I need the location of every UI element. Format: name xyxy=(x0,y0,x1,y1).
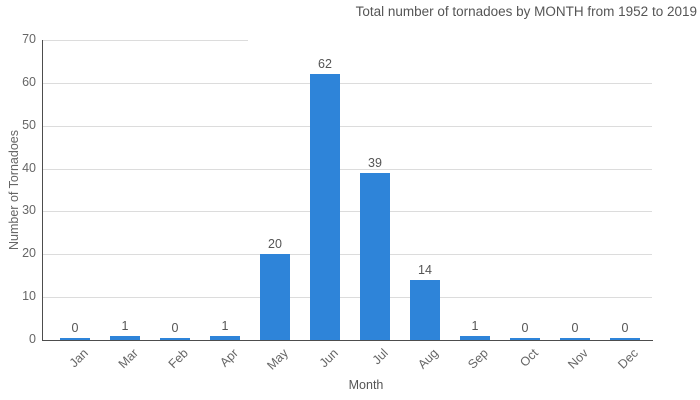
bar-value-label-feb: 0 xyxy=(171,320,179,335)
bar-value-label-apr: 1 xyxy=(221,318,229,333)
chart-title: Total number of tornadoes by MONTH from … xyxy=(355,4,697,19)
bar-may xyxy=(260,254,290,340)
gridline-y-50 xyxy=(43,126,652,127)
y-tick-label-70: 70 xyxy=(22,32,36,46)
gridline-y-10 xyxy=(43,297,652,298)
bar-oct xyxy=(510,337,540,340)
y-tick-label-50: 50 xyxy=(22,118,36,132)
x-axis-title: Month xyxy=(348,378,384,392)
bar-value-label-may: 20 xyxy=(268,237,282,252)
bar-feb xyxy=(160,337,190,340)
y-axis-line xyxy=(42,40,43,341)
y-axis-title: Number of Tornadoes xyxy=(7,130,21,250)
bar-value-label-jun: 62 xyxy=(318,57,332,72)
bar-value-label-oct: 0 xyxy=(521,320,529,335)
gridline-y-60 xyxy=(43,83,652,84)
y-tick-label-60: 60 xyxy=(22,75,36,89)
bar-value-label-mar: 1 xyxy=(121,318,129,333)
y-tick-label-40: 40 xyxy=(22,161,36,175)
bar-jun xyxy=(310,74,340,340)
bar-value-label-jul: 39 xyxy=(368,155,382,170)
gridline-y-70 xyxy=(43,40,248,41)
x-axis-line xyxy=(42,340,653,341)
bar-value-label-sep: 1 xyxy=(471,318,479,333)
bar-value-label-nov: 0 xyxy=(571,320,579,335)
bar-dec xyxy=(610,337,640,340)
bar-jul xyxy=(360,172,390,340)
bar-value-label-dec: 0 xyxy=(621,320,629,335)
y-tick-label-0: 0 xyxy=(29,332,36,346)
y-tick-label-10: 10 xyxy=(22,289,36,303)
gridline-y-20 xyxy=(43,254,652,255)
bar-apr xyxy=(210,335,240,340)
bar-sep xyxy=(460,335,490,340)
bar-value-label-jan: 0 xyxy=(71,320,79,335)
x-tick-label-jan: Jan xyxy=(66,346,91,371)
y-tick-label-30: 30 xyxy=(22,203,36,217)
bar-aug xyxy=(410,280,440,340)
y-tick-label-20: 20 xyxy=(22,246,36,260)
bar-value-label-aug: 14 xyxy=(418,263,432,277)
bar-mar xyxy=(110,335,140,340)
gridline-y-30 xyxy=(43,211,652,212)
gridline-y-40 xyxy=(43,169,652,170)
bar-jan xyxy=(60,337,90,340)
bar-nov xyxy=(560,337,590,340)
